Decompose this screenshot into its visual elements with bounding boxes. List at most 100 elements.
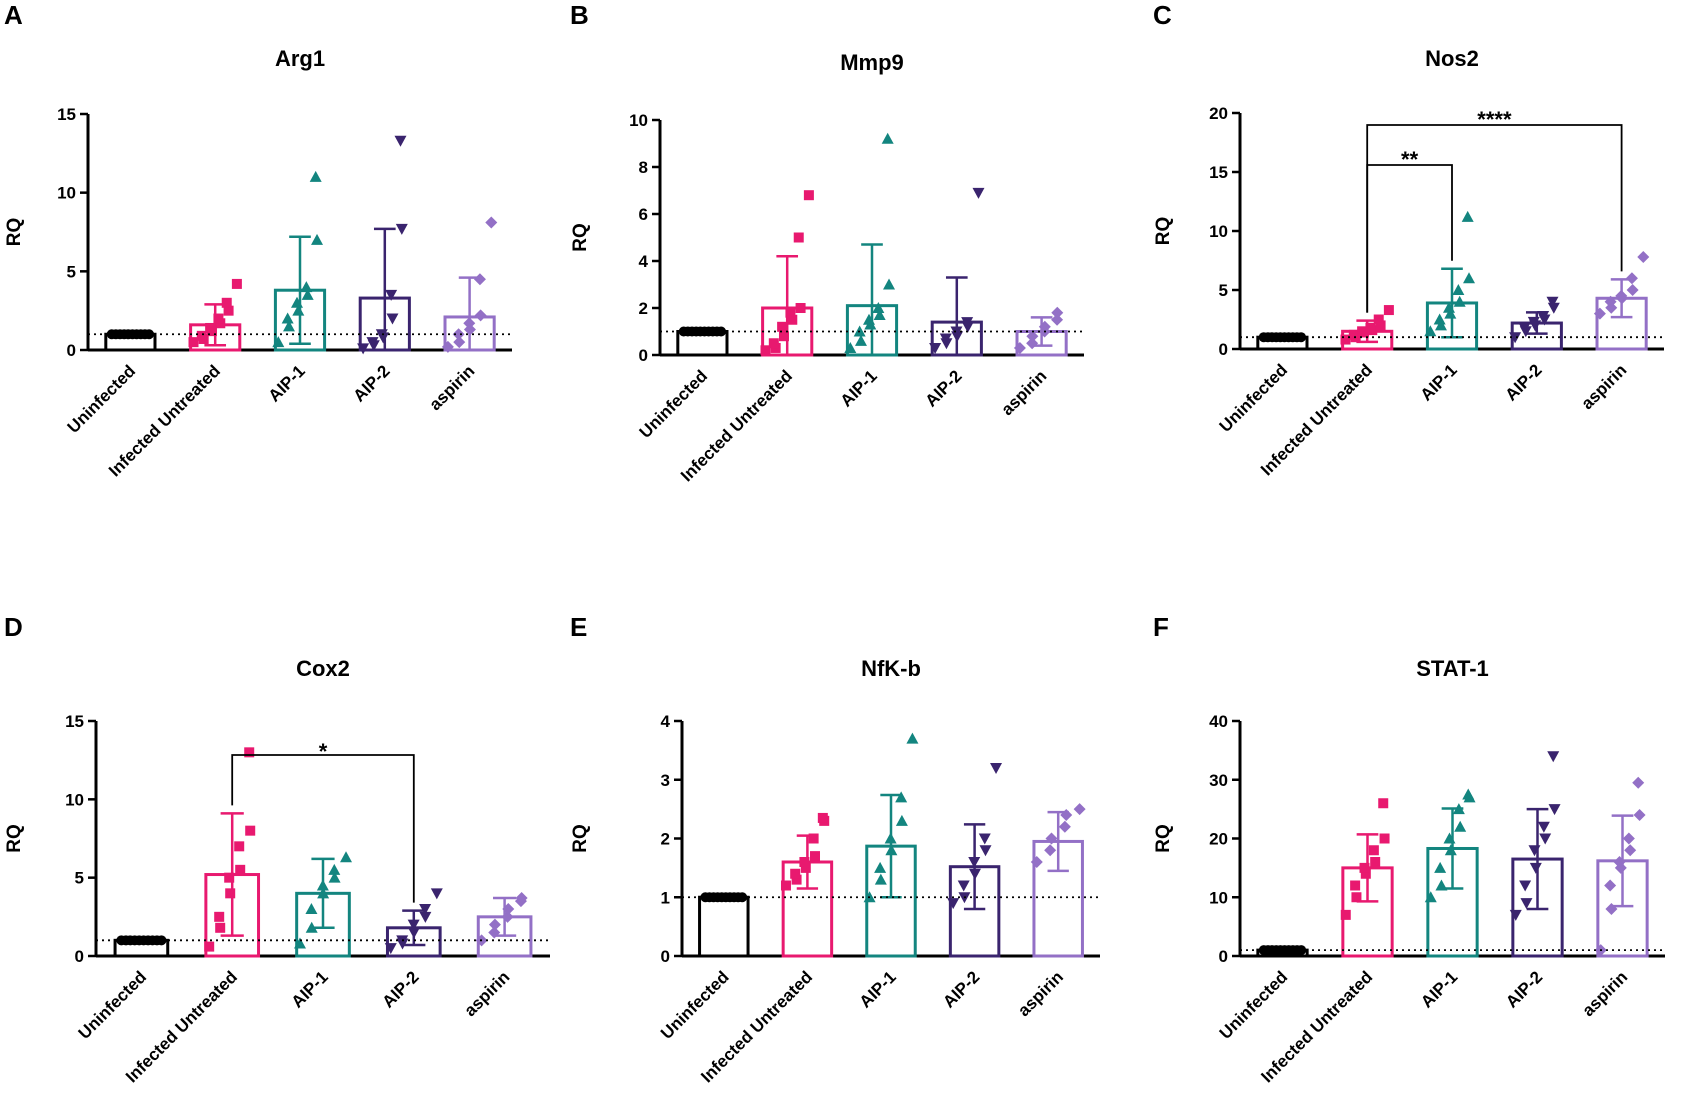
x-tick-label: AIP-2 [378, 967, 422, 1011]
y-tick-label: 10 [1209, 888, 1228, 907]
data-point-infected-untreated [196, 330, 207, 341]
data-point-infected-untreated [793, 232, 804, 243]
data-point-infected-untreated [221, 297, 232, 308]
data-point-aspirin [1051, 313, 1064, 326]
x-tick-label: AIP-2 [349, 361, 393, 405]
data-point-aip-2 [394, 135, 407, 147]
data-point-aspirin [1013, 341, 1026, 354]
data-point-infected-untreated [817, 812, 828, 823]
data-point-aip-2 [940, 338, 953, 350]
chart-title: Cox2 [296, 656, 350, 681]
y-tick-label: 5 [1219, 281, 1228, 300]
y-tick-label: 10 [1209, 222, 1228, 241]
x-tick-label: AIP-2 [1502, 967, 1546, 1011]
y-tick-label: 30 [1209, 771, 1228, 790]
data-point-aip-2 [1509, 909, 1522, 921]
data-point-aip-2 [386, 313, 399, 325]
data-point-aip-1 [854, 334, 867, 346]
y-tick-label: 10 [629, 111, 648, 130]
y-tick-label: 5 [67, 262, 76, 281]
data-point-infected-untreated [800, 862, 811, 873]
significance-bracket [1366, 164, 1453, 313]
data-point-infected-untreated [223, 305, 234, 316]
data-point-infected-untreated [1383, 305, 1394, 316]
data-point-aip-1 [1462, 788, 1475, 800]
y-tick-label: 0 [75, 947, 84, 966]
data-point-aip-1 [1433, 313, 1446, 325]
data-point-aspirin [1045, 832, 1058, 845]
data-point-infected-untreated [768, 338, 779, 349]
data-point-aspirin [1604, 879, 1617, 892]
data-point-aip-2 [947, 898, 960, 910]
data-point-aip-2 [939, 333, 952, 345]
data-point-aip-1 [895, 791, 908, 803]
data-point-aip-1 [844, 341, 857, 353]
data-point-aspirin [502, 903, 515, 915]
data-point-aspirin [515, 892, 528, 905]
data-point-infected-untreated [1379, 833, 1390, 844]
data-point-infected-untreated [790, 868, 801, 879]
y-tick-label: 0 [1219, 947, 1228, 966]
data-point-aip-1 [1443, 301, 1455, 313]
y-tick-label: 2 [639, 299, 648, 318]
data-point-aspirin [474, 309, 487, 322]
panel-letter: C [1153, 0, 1172, 30]
data-point-infected-untreated [795, 303, 806, 313]
data-point-aspirin [1604, 295, 1617, 308]
x-tick-label: Uninfected [1216, 967, 1292, 1043]
data-point-aip-2 [978, 833, 991, 845]
y-axis-label: RQ [1153, 217, 1174, 246]
data-point-infected-untreated [1359, 862, 1370, 873]
y-tick-label: 40 [1209, 712, 1228, 731]
data-point-aip-1 [874, 861, 887, 873]
data-point-aip-2 [407, 919, 420, 931]
y-tick-label: 2 [661, 830, 670, 849]
data-point-aspirin [1633, 809, 1646, 821]
data-point-aip-1 [1461, 210, 1474, 222]
y-tick-label: 5 [75, 869, 84, 888]
data-point-aspirin [1030, 856, 1043, 868]
data-point-infected-untreated [188, 337, 199, 348]
data-point-aspirin [1073, 803, 1086, 816]
data-point-aip-2 [1509, 332, 1522, 344]
data-point-aip-1 [874, 873, 887, 885]
data-point-aip-1 [282, 320, 295, 332]
data-point-aspirin [1058, 820, 1071, 833]
data-point-aspirin [1632, 776, 1645, 789]
data-point-aip-1 [340, 851, 353, 863]
data-point-aip-1 [872, 302, 885, 313]
data-point-aip-1 [305, 903, 318, 914]
data-point-infected-untreated [1373, 314, 1384, 325]
data-point-aip-1 [884, 832, 897, 844]
x-tick-label: aspirin [426, 361, 479, 414]
data-point-aip-1 [305, 921, 318, 933]
data-point-infected-untreated [1378, 798, 1389, 809]
y-tick-label: 15 [65, 712, 84, 731]
significance-label: * [319, 739, 328, 764]
data-point-aip-2 [1520, 898, 1533, 910]
y-tick-label: 10 [57, 184, 76, 203]
data-point-aspirin [1044, 844, 1057, 857]
data-point-aip-2 [419, 911, 432, 923]
data-point-infected-untreated [213, 313, 224, 324]
data-point-aip-2 [366, 337, 379, 349]
x-tick-label: AIP-1 [288, 967, 332, 1011]
data-point-aip-1 [1454, 820, 1467, 832]
y-axis-label: RQ [570, 824, 591, 853]
data-point-aip-1 [1434, 861, 1447, 873]
data-point-aip-1 [895, 814, 908, 826]
data-point-aspirin [488, 918, 501, 931]
data-point-aip-1 [317, 887, 330, 899]
data-point-aip-2 [385, 289, 398, 301]
panel-letter: F [1153, 612, 1169, 642]
data-point-infected-untreated [808, 833, 819, 844]
data-point-aip-2 [1518, 322, 1531, 334]
data-point-infected-untreated [1348, 329, 1359, 340]
data-point-aip-1 [1452, 284, 1465, 295]
x-tick-label: AIP-2 [921, 366, 965, 410]
data-point-aip-1 [300, 281, 313, 293]
data-point-aspirin [1613, 856, 1626, 868]
